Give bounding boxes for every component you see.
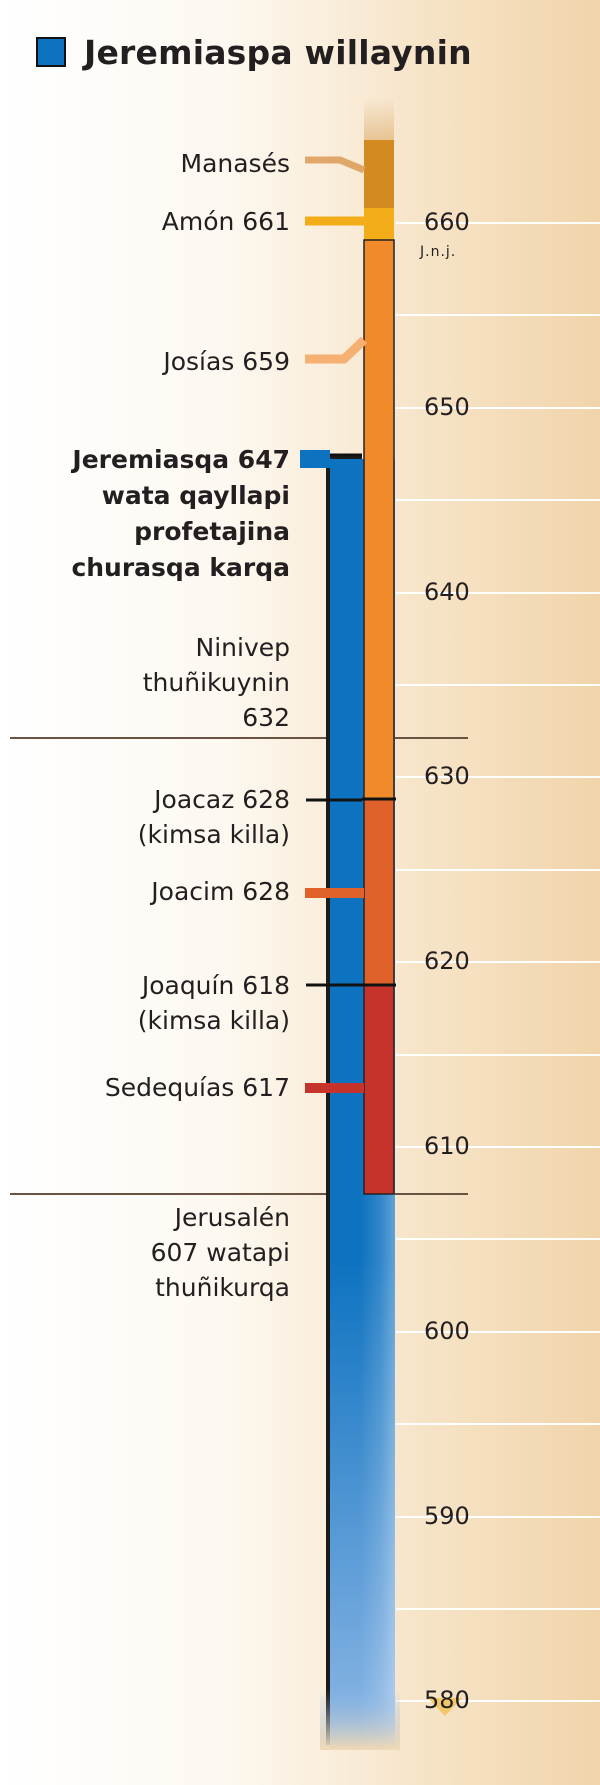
- label-joacaz: Joacaz 628 (kimsa killa): [137, 785, 290, 849]
- axis-tick-label: 630: [424, 762, 470, 790]
- joacim-reign-bar: [364, 800, 394, 984]
- timeline-continue-arrow: [428, 1698, 462, 1716]
- axis-tick-label: 640: [424, 578, 470, 606]
- axis-unit-label: J.n.j.: [420, 244, 457, 260]
- label-nineveh: Ninivep thuñikuynin 632: [142, 633, 290, 732]
- axis-tick-label: 600: [424, 1317, 470, 1345]
- axis-tick-label: 580: [424, 1686, 470, 1714]
- manases-reign-bar: [364, 140, 394, 208]
- sedequias-reign-bar: [364, 986, 394, 1194]
- kings-bar-outline: [363, 239, 395, 1195]
- label-manases: Manasés: [180, 149, 291, 178]
- josias-reign-bar: [364, 240, 394, 798]
- jeremiah-legend-swatch: [36, 37, 66, 67]
- label-sedequias: Sedequías 617: [104, 1073, 290, 1102]
- label-jerusalem: Jerusalén 607 watapi thuñikurqa: [150, 1203, 290, 1302]
- axis-tick-label: 650: [424, 393, 470, 421]
- title-text: Jeremiaspa willaynin: [84, 32, 472, 72]
- axis-tick-label: 590: [424, 1502, 470, 1530]
- label-joaquin: Joaquín 618 (kimsa killa): [137, 971, 290, 1035]
- label-joacim: Joacim 628: [151, 877, 290, 906]
- label-josias: Josías 659: [163, 347, 290, 376]
- amon-reign-bar: [364, 208, 394, 240]
- jeremiah-bar-bottom-fade: [320, 1690, 400, 1750]
- axis-tick-label: 620: [424, 947, 470, 975]
- label-jeremiah-called: Jeremiasqa 647 wata qayllapi profetajina…: [71, 445, 290, 582]
- chart-title: Jeremiaspa willaynin: [36, 30, 472, 74]
- josias-connector: [305, 336, 368, 364]
- axis-tick-label: 610: [424, 1132, 470, 1160]
- axis-tick-label: 660: [424, 208, 470, 236]
- label-amon: Amón 661: [161, 207, 290, 236]
- manases-connector: [305, 156, 366, 174]
